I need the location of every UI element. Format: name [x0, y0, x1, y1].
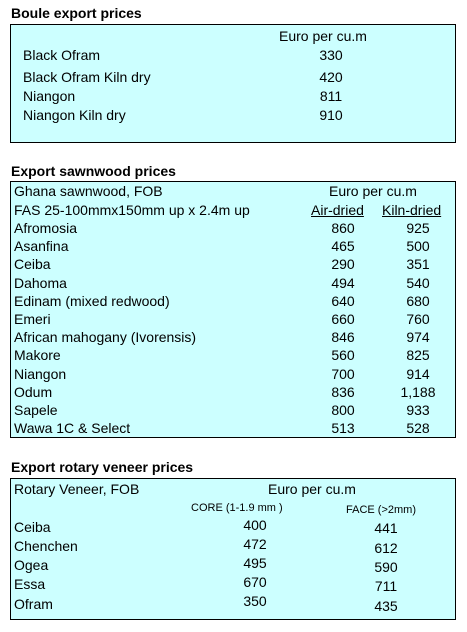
sawnwood-row-name: Dahoma	[14, 274, 67, 291]
boule-row-price: 330	[319, 47, 343, 63]
sawnwood-row-air: 836	[331, 383, 355, 400]
sawnwood-row-air: 860	[331, 220, 355, 236]
veneer-row-name: Ceiba	[14, 519, 51, 535]
sawnwood-row-name: Wawa 1C & Select	[14, 420, 131, 437]
veneer-row-name: Essa	[14, 576, 46, 592]
sawnwood-row-kiln: 528	[406, 420, 430, 437]
boule-title: Boule export prices	[11, 5, 142, 21]
boule-row-name: Niangon Kiln dry	[23, 107, 126, 123]
sawnwood-row-kiln: 974	[406, 329, 430, 346]
sawnwood-table: Ghana sawnwood, FOB Euro per cu.m FAS 25…	[10, 181, 456, 438]
veneer-row-core: 400	[243, 517, 267, 533]
veneer-unit: Euro per cu.m	[268, 481, 356, 497]
sawnwood-title: Export sawnwood prices	[11, 163, 176, 179]
sawnwood-row-name: Asanfina	[14, 238, 69, 255]
veneer-row-core: 350	[243, 593, 267, 609]
boule-row-price: 811	[319, 88, 343, 104]
sawnwood-row-name: Edinam (mixed redwood)	[14, 292, 170, 309]
sawnwood-row-kiln: 351	[406, 256, 430, 273]
veneer-header-left: Rotary Veneer, FOB	[14, 481, 140, 497]
sawnwood-col-air: Air-dried	[311, 202, 364, 218]
sawnwood-col-kiln: Kiln-dried	[382, 202, 442, 218]
sawnwood-row-name: Emeri	[14, 311, 51, 327]
boule-unit: Euro per cu.m	[279, 28, 367, 44]
sawnwood-row-name: Sapele	[14, 402, 58, 418]
boule-row-name: Niangon	[23, 88, 76, 104]
boule-row-name: Black Ofram	[23, 47, 101, 63]
sawnwood-row-kiln: 825	[406, 347, 430, 364]
veneer-row-face: 711	[374, 578, 398, 594]
sawnwood-row-air: 800	[331, 402, 355, 418]
veneer-row-core: 670	[243, 574, 267, 590]
sawnwood-row-name: Niangon	[14, 365, 67, 382]
boule-row-name: Black Ofram Kiln dry	[23, 69, 151, 85]
sawnwood-row-air: 465	[331, 238, 355, 255]
sawnwood-row-kiln: 680	[406, 292, 430, 309]
sawnwood-row-kiln: 500	[406, 238, 430, 255]
veneer-row-core: 495	[243, 555, 267, 571]
veneer-table: Rotary Veneer, FOB Euro per cu.m CORE (1…	[10, 478, 456, 620]
veneer-row-name: Ogea	[14, 557, 49, 573]
sawnwood-row-name: Odum	[14, 383, 53, 400]
sawnwood-row-kiln: 933	[406, 402, 430, 418]
sawnwood-row-air: 560	[331, 347, 355, 364]
sawnwood-row-air: 290	[331, 256, 355, 273]
sawnwood-row-kiln: 1,188	[400, 383, 436, 400]
sawnwood-row-air: 660	[331, 311, 355, 327]
veneer-col-face: FACE (>2mm)	[346, 504, 416, 516]
boule-table: Euro per cu.m Black Ofram 330 Black Ofram …	[10, 24, 456, 143]
sawnwood-row-kiln: 925	[406, 220, 430, 236]
veneer-row-core: 472	[243, 536, 267, 552]
sawnwood-row-name: Afromosia	[14, 220, 78, 236]
sawnwood-row-name: Ceiba	[14, 256, 51, 273]
veneer-col-core: CORE (1-1.9 mm )	[191, 502, 283, 514]
sawnwood-row-air: 494	[331, 274, 355, 291]
veneer-row-face: 590	[374, 559, 398, 575]
sawnwood-row-air: 700	[331, 365, 355, 382]
boule-row-price: 910	[319, 107, 343, 123]
sawnwood-row-air: 640	[331, 292, 355, 309]
sawnwood-row-air: 513	[331, 420, 355, 437]
boule-row-price: 420	[319, 69, 343, 85]
veneer-row-name: Ofram	[14, 596, 53, 612]
veneer-row-face: 441	[374, 520, 398, 536]
sawnwood-row-air: 846	[331, 329, 355, 346]
veneer-row-name: Chenchen	[14, 538, 78, 554]
sawnwood-row-name: African mahogany (Ivorensis)	[14, 329, 197, 346]
veneer-title: Export rotary veneer prices	[11, 459, 194, 475]
sawnwood-row-kiln: 914	[406, 365, 430, 382]
veneer-row-face: 612	[374, 540, 398, 556]
veneer-row-face: 435	[374, 598, 398, 614]
sawnwood-row-kiln: 540	[406, 274, 430, 291]
sawnwood-row-name: Makore	[14, 347, 61, 364]
sawnwood-spec: FAS 25-100mmx150mm up x 2.4m up	[14, 202, 250, 218]
sawnwood-header-left: Ghana sawnwood, FOB	[14, 183, 163, 199]
sawnwood-row-kiln: 760	[406, 311, 430, 327]
sawnwood-unit: Euro per cu.m	[329, 183, 417, 199]
